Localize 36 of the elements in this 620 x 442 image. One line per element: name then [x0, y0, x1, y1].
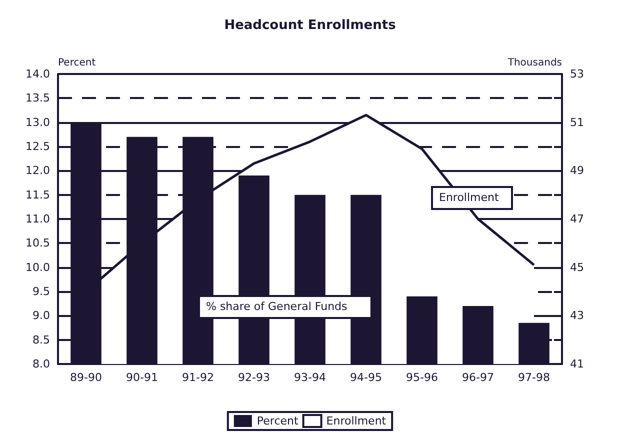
y-tick-label: 12.0 [26, 164, 50, 178]
y-tick-label: 10.5 [26, 236, 50, 250]
y2-axis-title: Thousands [506, 58, 562, 68]
y-tick-label: 11.0 [26, 212, 50, 226]
y2-tick-label: 43 [570, 309, 584, 322]
y2-tick-label: 53 [570, 68, 584, 80]
y-tick-label: 8.0 [32, 358, 50, 370]
y2-tick-label: 41 [570, 358, 584, 370]
x-tick-label: 94-95 [350, 371, 382, 384]
y2-tick-label: 51 [570, 116, 584, 129]
y-tick-label: 14.0 [26, 68, 50, 80]
y2-tick-label: 49 [570, 164, 584, 178]
y-tick-label: 9.0 [32, 309, 50, 322]
x-tick-label: 90-91 [126, 371, 158, 384]
x-tick-label: 97-98 [518, 371, 550, 384]
x-tick-label: 93-94 [294, 371, 326, 384]
x-tick-label: 91-92 [182, 371, 214, 384]
y-tick-label: 11.5 [26, 188, 50, 202]
y-tick-label: 8.5 [32, 333, 50, 346]
legend-label: Enrollment [326, 414, 387, 428]
x-tick-label: 89-90 [70, 371, 102, 384]
x-tick-label: 95-96 [406, 371, 438, 384]
y-axis-title: Percent [58, 58, 96, 68]
x-tick-label: 96-97 [462, 371, 494, 384]
annotation: Enrollment [439, 191, 500, 204]
chart-title: Headcount Enrollments [224, 18, 396, 33]
y-tick-label: 10.0 [26, 260, 50, 274]
annotation: % share of General Funds [206, 300, 348, 313]
y-tick-label: 9.5 [32, 285, 50, 298]
y-tick-label: 13.0 [26, 116, 50, 129]
y2-tick-label: 45 [570, 260, 584, 274]
y2-tick-label: 47 [570, 212, 584, 226]
y-tick-label: 12.5 [26, 140, 50, 153]
x-tick-label: 92-93 [238, 371, 270, 384]
legend-label: Percent [256, 414, 299, 428]
y-tick-label: 13.5 [26, 92, 50, 105]
